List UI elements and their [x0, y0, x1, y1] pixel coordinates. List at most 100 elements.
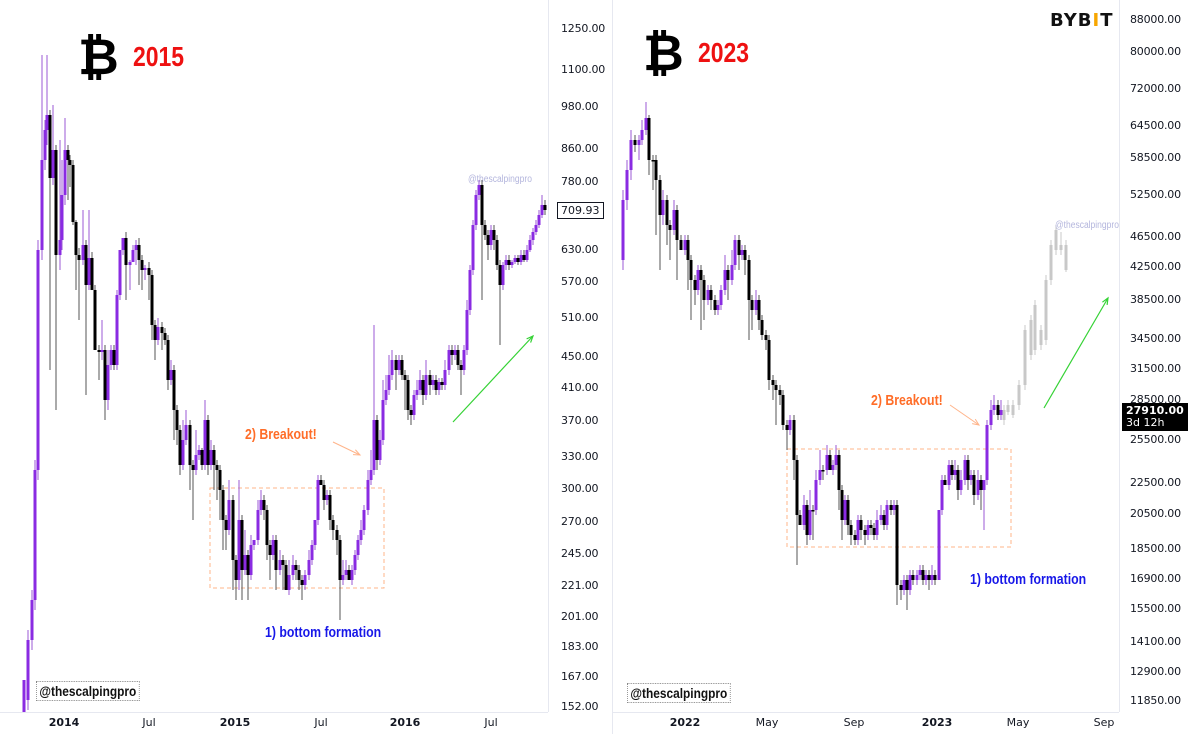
- candle: [437, 382, 441, 390]
- candle: [221, 490, 225, 520]
- price-tick: 410.00: [561, 381, 599, 394]
- candle: [834, 455, 838, 465]
- price-tick: 183.00: [561, 640, 599, 653]
- time-tick: Jul: [142, 716, 156, 729]
- candle: [911, 575, 915, 580]
- brand-text: T: [1100, 10, 1114, 31]
- candle: [792, 420, 796, 460]
- candle: [322, 485, 326, 500]
- candle: [999, 410, 1003, 415]
- candle: [344, 570, 348, 575]
- candle: [278, 560, 282, 570]
- candle: [498, 265, 502, 285]
- candle: [103, 350, 107, 400]
- candle: [209, 450, 213, 465]
- candle: [668, 225, 672, 230]
- candle: [291, 565, 295, 575]
- time-axis-2023[interactable]: [613, 712, 1119, 735]
- candle: [483, 225, 487, 235]
- candle: [471, 225, 475, 270]
- candle: [996, 405, 1000, 415]
- candle: [331, 520, 335, 530]
- candle: [899, 585, 903, 590]
- candle: [625, 170, 629, 200]
- candle: [140, 260, 144, 270]
- candle: [760, 320, 764, 335]
- price-tick: 16900.00: [1130, 572, 1181, 585]
- candle: [1029, 320, 1033, 355]
- candle: [106, 365, 110, 400]
- candle: [730, 265, 734, 280]
- candle: [252, 540, 256, 545]
- candle: [940, 480, 944, 510]
- candle: [665, 200, 669, 225]
- candle: [889, 505, 893, 510]
- candle: [224, 520, 228, 530]
- candle: [93, 290, 97, 350]
- price-tick: 88000.00: [1130, 13, 1181, 26]
- candle: [109, 350, 113, 365]
- candle: [675, 210, 679, 240]
- candle: [310, 545, 314, 560]
- time-axis-2015[interactable]: [0, 712, 548, 735]
- candle: [969, 475, 973, 480]
- candle: [879, 515, 883, 520]
- candle: [976, 480, 980, 495]
- price-axis-2015[interactable]: 1250.00 1100.00 980.00 860.00 780.00 630.00 57…: [548, 0, 613, 713]
- price-tick: 46500.00: [1130, 230, 1181, 243]
- candle: [982, 480, 986, 490]
- candle: [719, 290, 723, 305]
- price-tick: 1250.00: [561, 22, 606, 35]
- candle: [950, 465, 954, 475]
- candle: [918, 570, 922, 575]
- candle: [818, 470, 822, 480]
- candle: [150, 275, 154, 325]
- candle: [281, 560, 285, 565]
- candle: [629, 140, 633, 170]
- candle: [453, 350, 457, 355]
- candle: [134, 245, 138, 250]
- candle: [856, 520, 860, 540]
- candle: [468, 270, 472, 310]
- candle: [459, 365, 463, 370]
- price-tick: 80000.00: [1130, 45, 1181, 58]
- candle: [849, 525, 853, 535]
- candle: [534, 225, 538, 232]
- candle: [163, 333, 167, 340]
- candle: [808, 510, 812, 535]
- last-price-tag: 27910.00 3d 12h: [1122, 403, 1188, 431]
- price-tick: 780.00: [561, 175, 599, 188]
- candle: [531, 232, 535, 240]
- range-box: [209, 487, 385, 589]
- price-tick: 450.00: [561, 350, 599, 363]
- candle: [966, 460, 970, 480]
- candle: [246, 555, 250, 575]
- candle: [51, 150, 55, 178]
- candle: [651, 160, 655, 162]
- candle: [294, 565, 298, 570]
- candle: [341, 575, 345, 580]
- candle: [397, 360, 401, 370]
- candle: [166, 340, 170, 380]
- price-axis-2023[interactable]: 88000.00 80000.00 72000.00 64500.00 58500.00…: [1119, 0, 1200, 712]
- price-tick: 370.00: [561, 414, 599, 427]
- candle: [693, 280, 697, 290]
- candle: [440, 382, 444, 385]
- candle: [733, 240, 737, 265]
- candlestick-plot-2023[interactable]: [1, 0, 1119, 712]
- candle: [723, 270, 727, 290]
- candle: [188, 425, 192, 465]
- price-tick: 980.00: [561, 100, 599, 113]
- price-tick: 58500.00: [1130, 151, 1181, 164]
- candlestick-plot-2015[interactable]: [0, 0, 548, 712]
- candle: [347, 570, 351, 580]
- candle: [528, 240, 532, 250]
- candle: [375, 420, 379, 460]
- candle: [262, 500, 266, 510]
- candle: [181, 440, 185, 465]
- time-tick: Sep: [1093, 716, 1115, 729]
- candle: [1064, 245, 1068, 270]
- candle: [378, 440, 382, 460]
- candle: [121, 238, 125, 250]
- candle: [350, 570, 354, 580]
